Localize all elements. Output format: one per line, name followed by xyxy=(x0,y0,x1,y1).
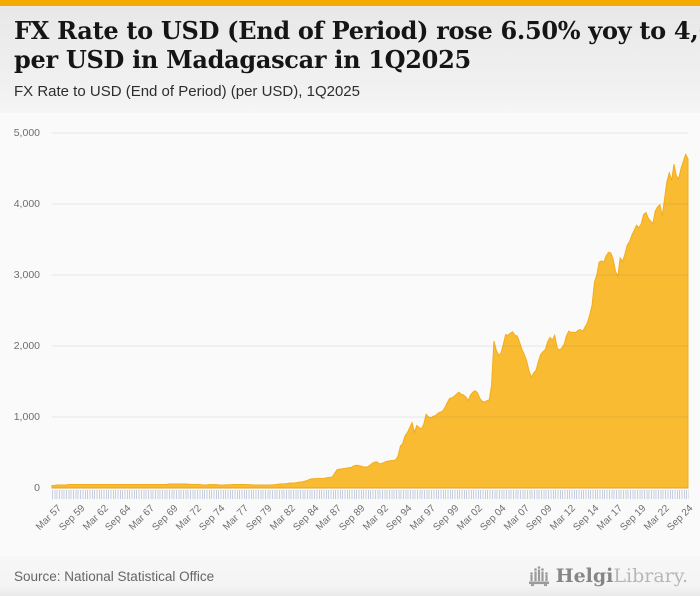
chart-footer: Source: National Statistical Office Helg… xyxy=(0,556,700,596)
chart-plot-region: 0 1,000 2,000 3,000 4,000 5,000 Mar 57 Sep 59 M… xyxy=(0,113,700,556)
y-tick-label: 5,000 xyxy=(13,127,40,139)
chart-header: FX Rate to USD (End of Period) rose 6.50… xyxy=(0,6,700,113)
y-tick-label: 1,000 xyxy=(13,411,40,423)
helgi-library-logo[interactable]: HelgiLibrary. xyxy=(527,565,688,587)
brand-wordmark: HelgiLibrary. xyxy=(556,565,688,587)
brand-name-primary: Helgi xyxy=(555,565,614,587)
chart-subtitle: FX Rate to USD (End of Period) (per USD)… xyxy=(14,83,360,100)
brand-name-secondary: Library. xyxy=(613,565,688,587)
y-tick-label: 4,000 xyxy=(13,198,40,210)
y-tick-label: 0 xyxy=(34,482,40,494)
y-tick-label: 2,000 xyxy=(13,340,40,352)
helgi-library-icon xyxy=(528,566,549,587)
fx-rate-area-chart xyxy=(51,132,689,489)
area-series-fx-rate xyxy=(51,153,689,489)
page-title-line-1: FX Rate to USD (End of Period) rose 6.50… xyxy=(14,16,700,45)
source-label: Source: National Statistical Office xyxy=(14,568,215,584)
page-title-line-2: per USD in Madagascar in 1Q2025 xyxy=(14,45,471,74)
y-tick-label: 3,000 xyxy=(13,269,40,281)
quarter-tick-band xyxy=(52,490,689,499)
accent-top-bar xyxy=(0,0,700,6)
